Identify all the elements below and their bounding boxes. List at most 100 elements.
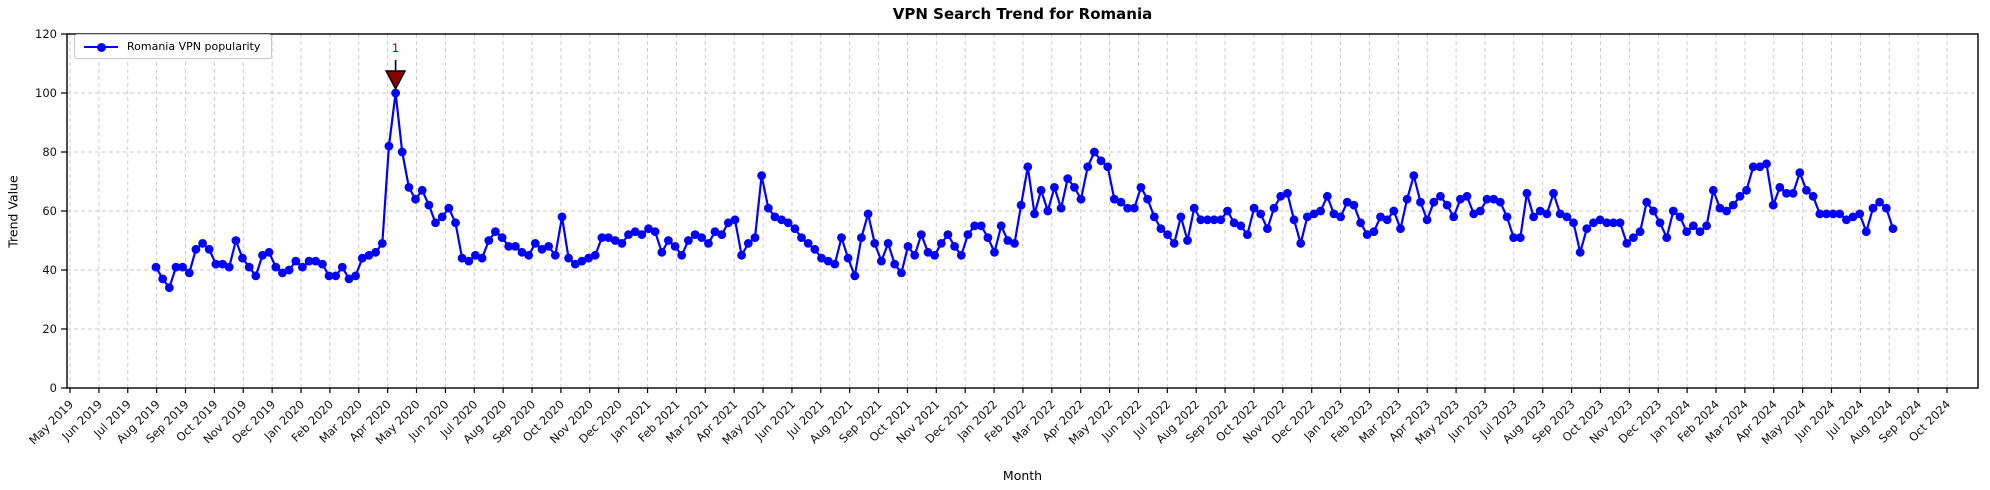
data-point-marker: [837, 233, 846, 243]
data-point-marker: [1782, 188, 1791, 198]
data-point-marker: [1475, 206, 1485, 216]
data-point-marker: [164, 283, 174, 293]
data-point-marker: [1495, 197, 1505, 207]
data-point-marker: [264, 247, 274, 257]
data-point-marker: [983, 233, 993, 243]
data-point-marker: [597, 233, 607, 243]
data-point-marker: [1835, 209, 1845, 219]
data-point-marker: [1802, 185, 1811, 195]
data-point-marker: [970, 221, 979, 231]
data-point-marker: [497, 233, 507, 243]
data-point-marker: [1642, 197, 1652, 207]
data-point-marker: [990, 247, 999, 257]
data-point-marker: [777, 215, 786, 225]
data-point-marker: [1775, 183, 1785, 192]
data-point-marker: [1755, 162, 1765, 172]
data-point-marker: [1768, 200, 1778, 210]
data-point-marker: [1362, 230, 1372, 240]
data-point-marker: [697, 233, 707, 243]
data-point-marker: [1070, 183, 1079, 192]
data-point-marker: [1116, 197, 1126, 207]
data-point-marker: [863, 209, 873, 219]
data-point-marker: [1815, 209, 1825, 219]
data-point-marker: [737, 250, 746, 260]
x-axis-label: Month: [1002, 468, 1043, 483]
data-point-marker: [1063, 174, 1073, 184]
data-point-marker: [1456, 194, 1465, 204]
data-point-marker: [411, 194, 420, 204]
data-point-marker: [517, 247, 527, 257]
data-point-marker: [1356, 218, 1365, 228]
data-point-marker: [1442, 200, 1452, 210]
data-point-marker: [271, 262, 281, 272]
data-point-marker: [211, 259, 221, 269]
y-axis-label: Trend Value: [5, 175, 21, 248]
data-point-marker: [1189, 203, 1199, 213]
data-point-marker: [1436, 191, 1445, 201]
data-point-marker: [1416, 197, 1425, 207]
data-point-marker: [331, 271, 341, 281]
data-point-marker: [1861, 227, 1871, 237]
data-point-marker: [1342, 197, 1352, 207]
data-point-marker: [357, 253, 367, 263]
data-point-marker: [1123, 203, 1132, 213]
data-point-marker: [1263, 224, 1272, 234]
data-point-marker: [644, 224, 653, 234]
data-point-marker: [278, 268, 287, 278]
data-point-marker: [1309, 209, 1319, 219]
data-point-marker: [184, 268, 194, 278]
data-point-marker: [996, 221, 1006, 231]
data-point-marker: [491, 227, 500, 237]
data-point-marker: [1256, 209, 1266, 219]
data-point-marker: [431, 218, 440, 228]
y-tick-label: 40: [42, 263, 57, 277]
data-point-marker: [830, 259, 840, 269]
data-point-marker: [1043, 206, 1053, 216]
data-point-marker: [1522, 188, 1532, 198]
data-point-marker: [530, 239, 540, 248]
data-point-marker: [417, 185, 427, 195]
data-point-marker: [770, 212, 780, 222]
data-point-marker: [1382, 215, 1392, 225]
data-point-marker: [397, 147, 407, 157]
y-tick-label: 100: [35, 86, 57, 100]
data-point-marker: [371, 247, 380, 257]
data-point-marker: [570, 259, 580, 269]
data-point-marker: [1283, 188, 1292, 198]
data-point-marker: [457, 253, 467, 263]
data-point-marker: [843, 253, 853, 263]
data-point-marker: [1655, 218, 1665, 228]
data-point-marker: [1509, 233, 1518, 243]
data-point-marker: [1762, 159, 1771, 169]
data-point-marker: [956, 250, 966, 260]
data-point-marker: [231, 236, 241, 245]
data-point-marker: [1143, 194, 1152, 204]
data-point-marker: [1855, 209, 1865, 219]
legend-line-marker-icon: [84, 42, 118, 52]
data-point-marker: [424, 200, 434, 210]
data-point-marker: [1482, 194, 1492, 204]
data-point-marker: [1229, 218, 1239, 228]
data-point-marker: [943, 230, 953, 240]
data-point-marker: [1183, 236, 1192, 245]
data-point-marker: [1615, 218, 1625, 228]
data-point-marker: [1302, 212, 1312, 222]
data-point-marker: [204, 244, 214, 254]
data-point-marker: [577, 256, 587, 266]
data-point-marker: [1083, 162, 1093, 172]
data-point-marker: [511, 242, 520, 251]
data-point-marker: [763, 203, 773, 213]
data-point-marker: [484, 236, 494, 245]
data-point-marker: [178, 262, 188, 272]
data-point-marker: [1668, 206, 1678, 216]
data-point-marker: [610, 236, 620, 245]
data-point-marker: [1662, 233, 1672, 243]
data-point-marker: [304, 256, 314, 266]
data-point-marker: [151, 262, 161, 272]
data-point-marker: [823, 256, 833, 266]
data-point-marker: [544, 242, 553, 251]
data-point-marker: [1462, 191, 1472, 201]
data-point-marker: [1675, 212, 1685, 222]
